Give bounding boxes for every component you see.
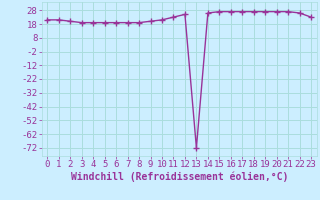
X-axis label: Windchill (Refroidissement éolien,°C): Windchill (Refroidissement éolien,°C)	[70, 172, 288, 182]
